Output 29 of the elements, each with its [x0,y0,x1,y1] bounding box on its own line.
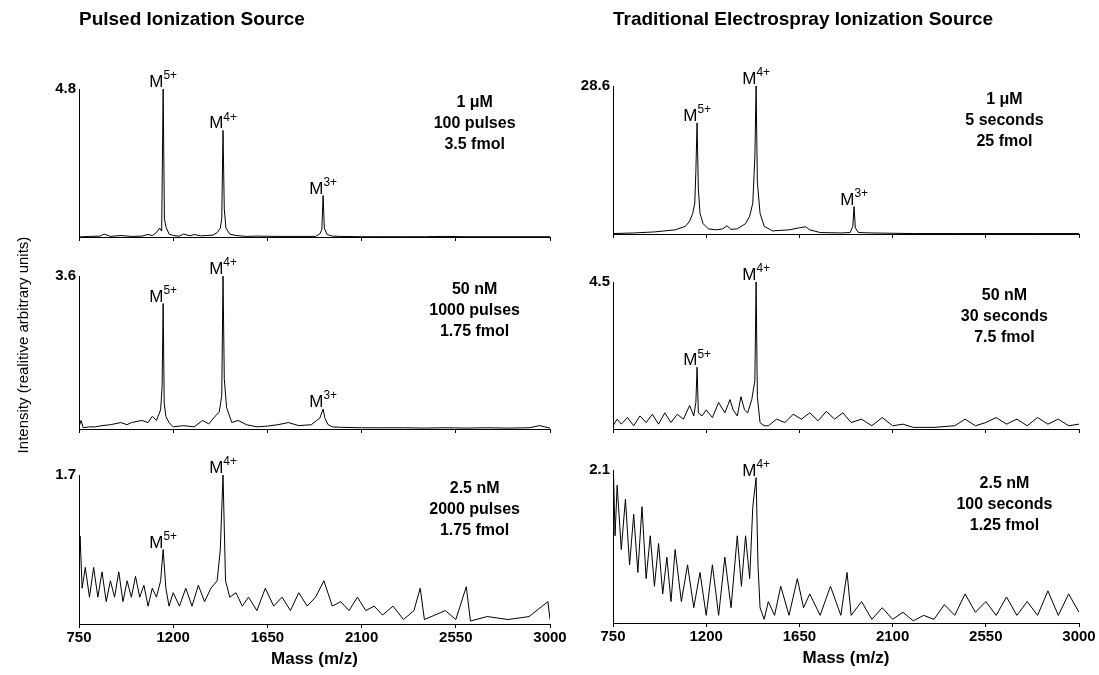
annotation: 2.5 nM 100 seconds 1.25 fmol [956,474,1053,533]
x-tick-label: 750 [66,628,92,646]
x-tick-label: 1200 [689,627,723,645]
annotation: 1 μM 100 pulses 3.5 fmol [433,93,516,152]
chart-title: Pulsed Ionization Source [79,8,305,30]
text: 4.5 [589,272,610,290]
text: 2.1 [589,460,610,478]
annotation: 1 μM 5 seconds 25 fmol [965,90,1044,149]
x-tick-label: 1650 [250,628,285,646]
chart-title: Traditional Electrospray Ionization Source [613,8,994,30]
text: 3.6 [55,266,76,284]
x-tick-label: 750 [600,627,626,645]
text: 1.7 [55,465,76,483]
annotation: 50 nM 30 seconds 7.5 fmol [960,286,1049,345]
y-axis-title: Intensity (realitive arbitrary units) [13,236,31,454]
x-tick-label: 2100 [875,627,910,645]
x-axis-title: Mass (m/z) [802,648,890,668]
x-tick-label: 3000 [533,628,567,646]
x-tick-label: 2550 [439,628,473,646]
annotation: 50 nM 1000 pulses 1.75 fmol [429,280,521,339]
text: 28.6 [580,76,610,94]
x-tick-label: 1200 [156,628,190,646]
x-tick-label: 2100 [344,628,379,646]
text: 4.8 [55,79,76,97]
x-tick-label: 1650 [782,627,817,645]
x-tick-label: 3000 [1062,627,1096,645]
x-tick-label: 2550 [969,627,1003,645]
x-axis-title: Mass (m/z) [271,649,358,669]
annotation: 2.5 nM 2000 pulses 1.75 fmol [429,479,521,538]
